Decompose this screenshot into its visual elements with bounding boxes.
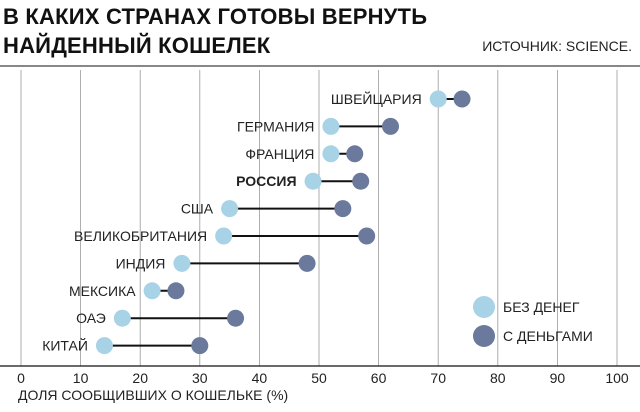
legend: БЕЗ ДЕНЕГ С ДЕНЬГАМИ (473, 296, 593, 347)
category-label: ФРАНЦИЯ (245, 146, 314, 162)
point-with-money (358, 227, 376, 245)
category-label: ГЕРМАНИЯ (237, 118, 314, 134)
point-no-money (113, 309, 131, 327)
point-no-money (143, 282, 161, 300)
legend-with-money-dot (473, 325, 495, 347)
point-with-money (453, 90, 471, 108)
x-tick-label: 60 (371, 370, 387, 386)
category-label: ВЕЛИКОБРИТАНИЯ (74, 228, 207, 244)
point-with-money (352, 172, 370, 190)
x-tick-label: 90 (550, 370, 566, 386)
point-with-money (227, 309, 245, 327)
x-tick-label: 50 (311, 370, 327, 386)
x-tick-labels: 0 10 20 30 40 50 60 70 80 90 100 (17, 370, 629, 386)
point-no-money (221, 200, 239, 218)
point-no-money (429, 90, 447, 108)
x-tick-label: 80 (490, 370, 506, 386)
chart-title-line-1: В КАКИХ СТРАНАХ ГОТОВЫ ВЕРНУТЬ (3, 4, 428, 29)
connector-lines (104, 98, 463, 347)
x-tick-label: 20 (132, 370, 148, 386)
x-tick-label: 30 (192, 370, 208, 386)
data-points (95, 90, 471, 355)
legend-with-money-label: С ДЕНЬГАМИ (503, 328, 593, 344)
category-label: РОССИЯ (236, 173, 296, 189)
point-with-money (167, 282, 185, 300)
chart-source: ИСТОЧНИК: SCIENCE. (482, 38, 632, 54)
x-tick-label: 70 (430, 370, 446, 386)
x-tick-label: 0 (17, 370, 25, 386)
legend-no-money-dot (473, 296, 495, 318)
legend-no-money-label: БЕЗ ДЕНЕГ (503, 299, 580, 315)
point-no-money (322, 117, 340, 135)
x-tick-label: 10 (73, 370, 89, 386)
category-label: ОАЭ (76, 310, 106, 326)
point-with-money (298, 254, 316, 272)
x-axis-label: ДОЛЯ СООБЩИВШИХ О КОШЕЛЬКЕ (%) (18, 387, 288, 403)
category-label: МЕКСИКА (69, 283, 136, 299)
point-no-money (215, 227, 233, 245)
x-tick-label: 100 (605, 370, 629, 386)
category-label: США (181, 201, 214, 217)
chart-title-line-2: НАЙДЕННЫЙ КОШЕЛЕК (3, 33, 271, 58)
category-label: ШВЕЙЦАРИЯ (331, 90, 422, 107)
point-no-money (173, 254, 191, 272)
category-label: ИНДИЯ (116, 255, 166, 271)
point-no-money (304, 172, 322, 190)
category-labels: ШВЕЙЦАРИЯ ГЕРМАНИЯ ФРАНЦИЯ РОССИЯ США ВЕЛИКОБ… (42, 90, 421, 354)
point-no-money (322, 145, 340, 163)
point-with-money (382, 117, 400, 135)
x-tick-label: 40 (252, 370, 268, 386)
grid-lines (20, 70, 618, 366)
category-label: КИТАЙ (42, 337, 88, 354)
point-with-money (346, 145, 364, 163)
point-with-money (334, 200, 352, 218)
point-with-money (191, 337, 209, 355)
point-no-money (95, 337, 113, 355)
